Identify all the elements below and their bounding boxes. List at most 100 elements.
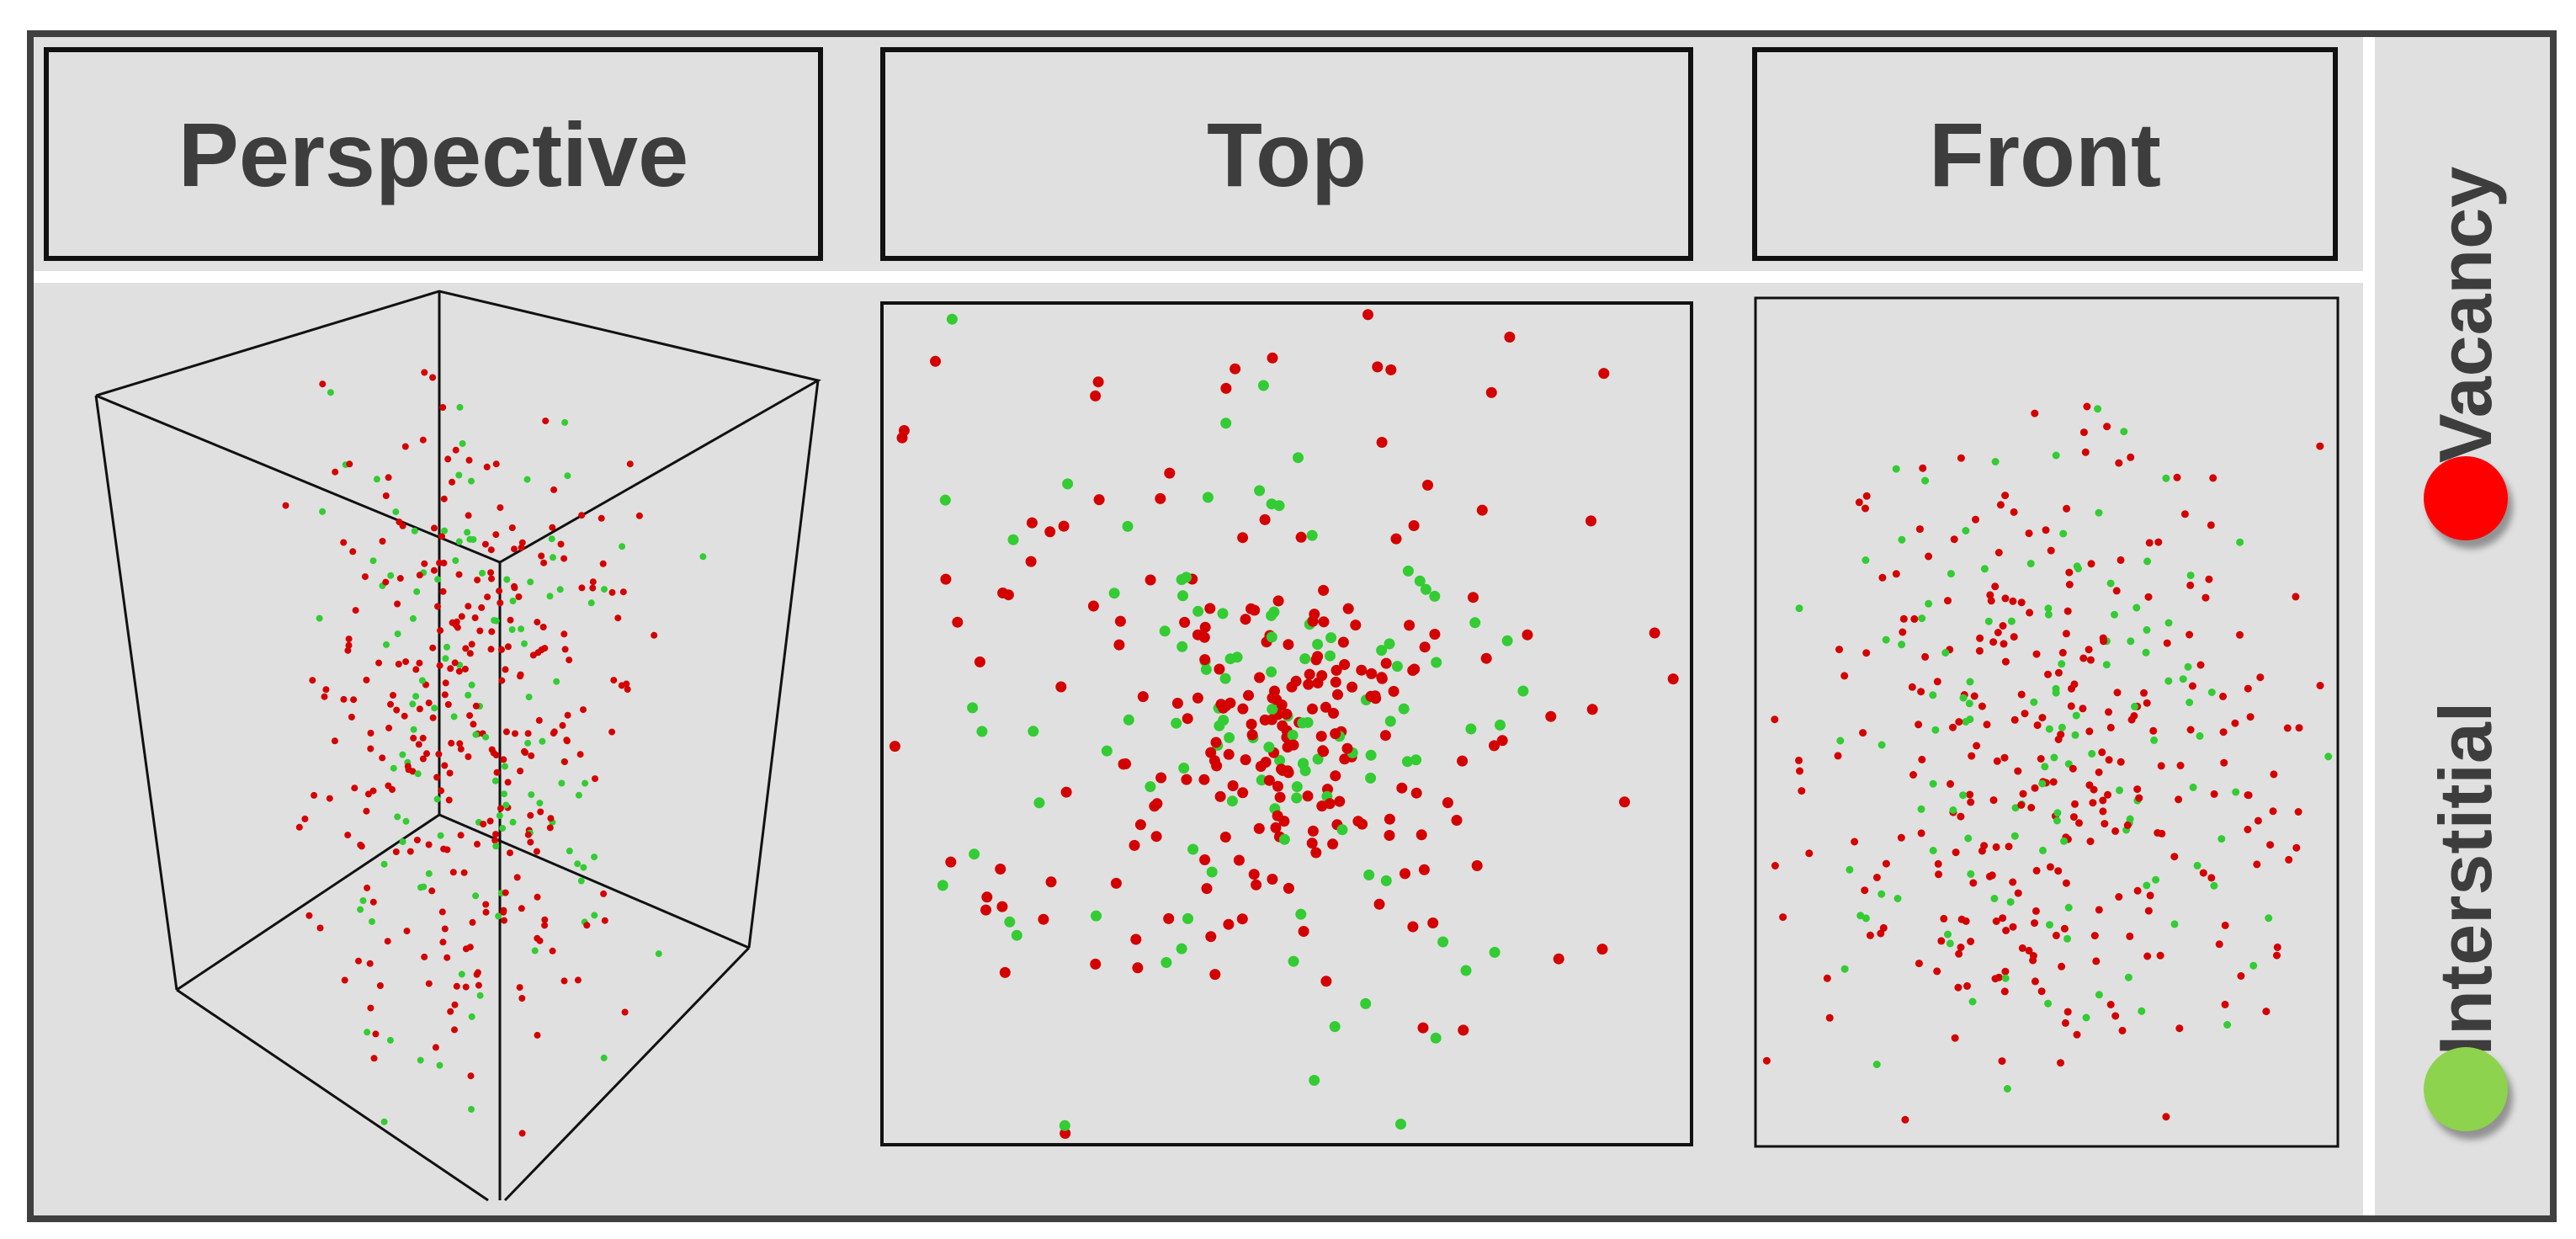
- vacancy-point: [488, 746, 496, 753]
- vacancy-point: [1618, 796, 1630, 808]
- vacancy-point: [1272, 595, 1284, 607]
- vacancy-point: [2079, 428, 2088, 437]
- interstitial-point: [468, 1105, 475, 1113]
- vacancy-point: [1307, 825, 1319, 837]
- vacancy-point: [1400, 868, 1410, 880]
- vacancy-point: [363, 807, 370, 815]
- vacancy-point: [2010, 633, 2018, 641]
- vacancy-point: [1978, 702, 1986, 710]
- vacancy-point: [1274, 791, 1286, 803]
- vacancy-point: [462, 983, 470, 991]
- vacancy-point: [524, 730, 532, 737]
- vacancy-point: [974, 656, 985, 667]
- interstitial-point: [1921, 476, 1930, 485]
- interstitial-point: [2232, 788, 2240, 796]
- interstitial-point: [2196, 731, 2204, 740]
- vacancy-point: [469, 918, 476, 926]
- interstitial-point: [1893, 895, 1902, 902]
- interstitial-point: [1962, 527, 1970, 534]
- vacancy-point: [527, 838, 534, 846]
- vacancy-point: [940, 573, 952, 585]
- vacancy-point: [1967, 798, 1975, 806]
- vacancy-point: [1362, 309, 1373, 321]
- vacancy-point: [504, 779, 512, 786]
- interstitial-point: [399, 838, 406, 845]
- vacancy-point: [1862, 649, 1871, 657]
- vacancy-point: [2127, 715, 2136, 724]
- vacancy-point: [1237, 703, 1249, 715]
- interstitial-point: [1007, 534, 1019, 545]
- vacancy-point: [1925, 552, 1933, 561]
- vacancy-point: [534, 1031, 541, 1039]
- vacancy-point: [1263, 774, 1275, 786]
- vacancy-point: [305, 912, 313, 919]
- vacancy-point: [1553, 953, 1564, 965]
- interstitial-point: [386, 1036, 394, 1044]
- vacancy-point: [500, 756, 507, 763]
- interstitial-point: [2052, 689, 2060, 697]
- vacancy-point: [2079, 705, 2087, 713]
- vacancy-point: [1288, 739, 1299, 751]
- interstitial-point: [2265, 914, 2273, 923]
- vacancy-point: [2236, 630, 2244, 639]
- vacancy-point: [352, 607, 359, 614]
- interstitial-point: [1460, 965, 1472, 976]
- interstitial-point: [414, 770, 422, 778]
- interstitial-point: [937, 880, 948, 891]
- vacancy-point: [1834, 752, 1842, 760]
- vacancy-point: [980, 904, 991, 916]
- vacancy-point: [2256, 673, 2265, 682]
- vacancy-point: [1933, 967, 1941, 976]
- vacancy-point: [608, 728, 616, 736]
- vacancy-point: [2032, 907, 2040, 915]
- vacancy-point: [2014, 767, 2022, 775]
- interstitial-point: [2170, 920, 2179, 928]
- vacancy-point: [1220, 382, 1232, 394]
- vacancy-point: [2219, 728, 2228, 736]
- vacancy-point: [1596, 944, 1608, 955]
- interstitial-point: [2058, 660, 2066, 668]
- vacancy-point: [2283, 724, 2292, 732]
- vacancy-point: [576, 751, 584, 758]
- vacancy-point: [1407, 921, 1419, 933]
- horizontal-separator: [34, 271, 2363, 283]
- interstitial-point: [2050, 753, 2058, 762]
- vacancy-point: [2186, 581, 2195, 589]
- vacancy-point: [1951, 1034, 1959, 1042]
- vacancy-point: [2038, 714, 2047, 722]
- interstitial-point: [472, 731, 480, 738]
- vacancy-point: [2033, 721, 2042, 730]
- interstitial-point: [1299, 653, 1311, 665]
- vacancy-point: [578, 512, 586, 519]
- interstitial-point: [1959, 694, 1968, 702]
- interstitial-point: [431, 705, 438, 712]
- vacancy-point: [2065, 581, 2074, 588]
- vacancy-point: [1318, 584, 1330, 596]
- vacancy-point: [1320, 701, 1331, 713]
- vacancy-point: [1915, 960, 1923, 968]
- interstitial-point: [1991, 458, 2000, 465]
- vacancy-point: [447, 1008, 454, 1015]
- vacancy-point: [560, 977, 568, 985]
- vacancy-point: [321, 693, 328, 700]
- interstitial-point: [548, 535, 555, 543]
- interstitial-point: [2059, 529, 2068, 538]
- vacancy-point: [441, 691, 449, 699]
- interstitial-point: [1336, 824, 1348, 836]
- vacancy-point: [1897, 833, 1905, 842]
- vacancy-point: [316, 924, 324, 932]
- interstitial-point: [357, 906, 364, 913]
- interstitial-point: [601, 586, 608, 593]
- vacancy-point: [2292, 593, 2300, 601]
- interstitial-point: [969, 848, 980, 860]
- vacancy-point: [460, 869, 468, 876]
- vacancy-point: [1937, 937, 1946, 945]
- vacancy-point: [2062, 630, 2070, 638]
- vacancy-point: [561, 646, 569, 653]
- vacancy-point: [1327, 838, 1339, 850]
- vacancy-point: [364, 884, 371, 891]
- vacancy-point: [1259, 513, 1271, 525]
- vacancy-point: [474, 840, 481, 848]
- vacancy-point: [1283, 882, 1294, 894]
- vacancy-point: [2032, 650, 2041, 658]
